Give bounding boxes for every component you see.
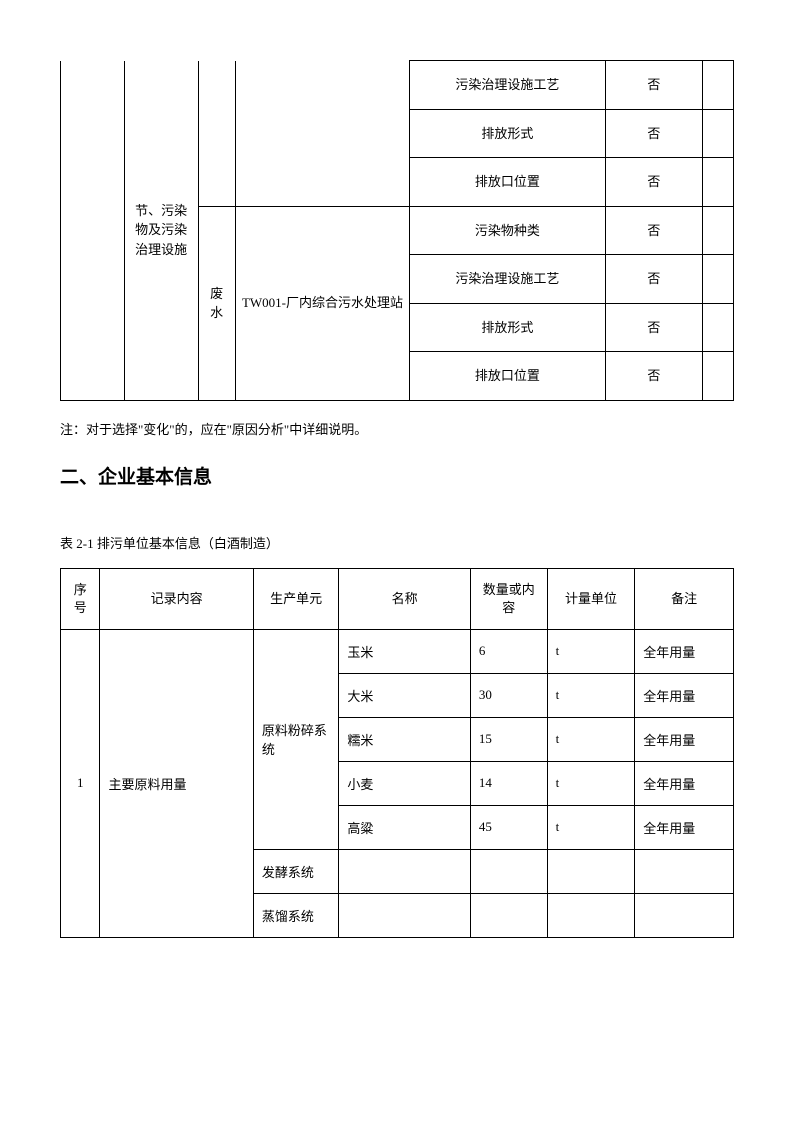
t2-r4-name: 高粱 bbox=[339, 805, 471, 849]
t1-gb-r3-val: 否 bbox=[605, 352, 703, 401]
t1-gb-r0-label: 污染物种类 bbox=[410, 206, 605, 255]
t2-r3-name: 小麦 bbox=[339, 761, 471, 805]
t1-ga-r0-extra bbox=[703, 61, 734, 110]
t2-u3-qty bbox=[470, 893, 547, 937]
t2-h3: 名称 bbox=[339, 568, 471, 629]
t2-r4-qty: 45 bbox=[470, 805, 547, 849]
t2-r1-unit: t bbox=[547, 673, 635, 717]
t2-r3-qty: 14 bbox=[470, 761, 547, 805]
t2-u3-name bbox=[339, 893, 471, 937]
t1-gb-r2-val: 否 bbox=[605, 303, 703, 352]
t1-ga-c4 bbox=[235, 61, 410, 207]
t2-r0-remark: 全年用量 bbox=[635, 629, 734, 673]
t1-ga-r2-label: 排放口位置 bbox=[410, 158, 605, 207]
t2-h1: 记录内容 bbox=[100, 568, 253, 629]
t1-ga-r2-val: 否 bbox=[605, 158, 703, 207]
t1-gb-r1-val: 否 bbox=[605, 255, 703, 304]
t1-gb-r1-extra bbox=[703, 255, 734, 304]
t2-u2-name bbox=[339, 849, 471, 893]
t2-unit2: 发酵系统 bbox=[253, 849, 338, 893]
t1-ga-r0-val: 否 bbox=[605, 61, 703, 110]
t1-ga-c3 bbox=[198, 61, 235, 207]
t2-r2-qty: 15 bbox=[470, 717, 547, 761]
t2-r0-name: 玉米 bbox=[339, 629, 471, 673]
t1-gb-r3-label: 排放口位置 bbox=[410, 352, 605, 401]
t2-r1-remark: 全年用量 bbox=[635, 673, 734, 717]
t1-ga-r1-label: 排放形式 bbox=[410, 109, 605, 158]
table2-caption: 表 2-1 排污单位基本信息（白酒制造） bbox=[60, 533, 734, 552]
t2-r2-name: 糯米 bbox=[339, 717, 471, 761]
t2-h5: 计量单位 bbox=[547, 568, 635, 629]
t1-gb-r2-extra bbox=[703, 303, 734, 352]
t1-gb-c3: 废水 bbox=[198, 206, 235, 400]
t2-u3-unit bbox=[547, 893, 635, 937]
t1-gb-r1-label: 污染治理设施工艺 bbox=[410, 255, 605, 304]
t2-r0-unit: t bbox=[547, 629, 635, 673]
t2-unit3: 蒸馏系统 bbox=[253, 893, 338, 937]
t2-r3-unit: t bbox=[547, 761, 635, 805]
t2-r1-name: 大米 bbox=[339, 673, 471, 717]
t2-r0-qty: 6 bbox=[470, 629, 547, 673]
t1-ga-r1-extra bbox=[703, 109, 734, 158]
t2-h0: 序号 bbox=[61, 568, 100, 629]
t2-seq: 1 bbox=[61, 629, 100, 937]
t2-r4-unit: t bbox=[547, 805, 635, 849]
t2-record: 主要原料用量 bbox=[100, 629, 253, 937]
t2-unit1: 原料粉碎系统 bbox=[253, 629, 338, 849]
section-heading: 二、企业基本信息 bbox=[60, 462, 734, 489]
t2-u2-unit bbox=[547, 849, 635, 893]
pollution-table: 节、污染物及污染治理设施 污染治理设施工艺 否 排放形式 否 排放口位置 否 废… bbox=[60, 60, 734, 401]
t1-gb-r3-extra bbox=[703, 352, 734, 401]
t2-h6: 备注 bbox=[635, 568, 734, 629]
t1-ga-r0-label: 污染治理设施工艺 bbox=[410, 61, 605, 110]
t2-u2-qty bbox=[470, 849, 547, 893]
t2-r3-remark: 全年用量 bbox=[635, 761, 734, 805]
t1-col1-blank bbox=[61, 61, 125, 401]
t2-r2-remark: 全年用量 bbox=[635, 717, 734, 761]
t1-col2-label: 节、污染物及污染治理设施 bbox=[124, 61, 198, 401]
t2-r2-unit: t bbox=[547, 717, 635, 761]
t2-h2: 生产单元 bbox=[253, 568, 338, 629]
t1-ga-r1-val: 否 bbox=[605, 109, 703, 158]
table1-note: 注：对于选择"变化"的，应在"原因分析"中详细说明。 bbox=[60, 419, 734, 438]
t2-r4-remark: 全年用量 bbox=[635, 805, 734, 849]
t1-ga-r2-extra bbox=[703, 158, 734, 207]
t1-gb-r2-label: 排放形式 bbox=[410, 303, 605, 352]
t2-r1-qty: 30 bbox=[470, 673, 547, 717]
t1-gb-r0-val: 否 bbox=[605, 206, 703, 255]
t1-gb-r0-extra bbox=[703, 206, 734, 255]
t2-h4: 数量或内容 bbox=[470, 568, 547, 629]
basic-info-table: 序号 记录内容 生产单元 名称 数量或内容 计量单位 备注 1 主要原料用量 原… bbox=[60, 568, 734, 938]
t2-u2-remark bbox=[635, 849, 734, 893]
t1-gb-c4: TW001-厂内综合污水处理站 bbox=[235, 206, 410, 400]
t2-u3-remark bbox=[635, 893, 734, 937]
